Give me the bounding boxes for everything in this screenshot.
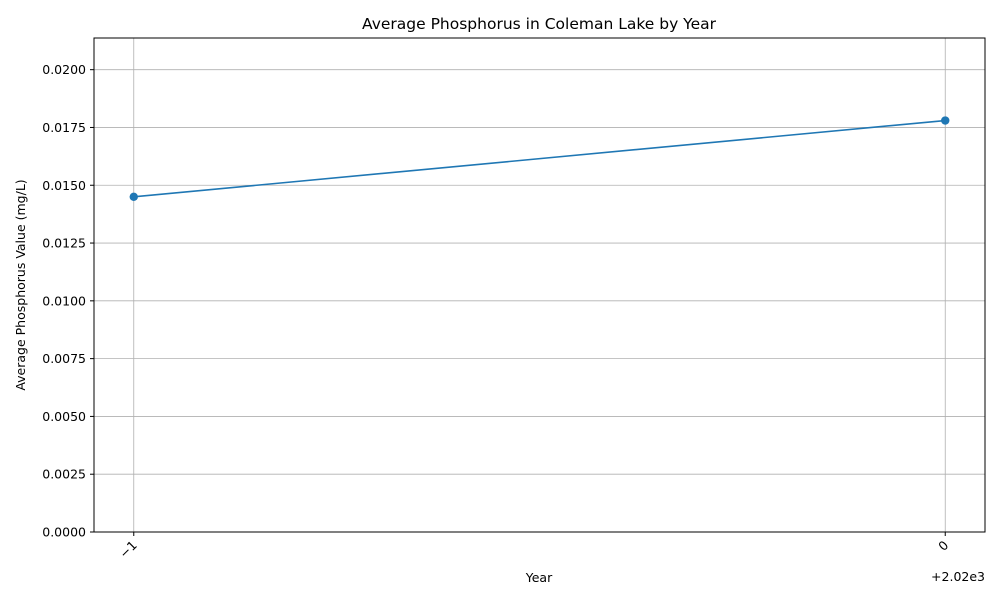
plot-area bbox=[129, 116, 950, 202]
x-axis-label: Year bbox=[525, 570, 553, 585]
y-tick-label: 0.0100 bbox=[42, 293, 86, 308]
series-line bbox=[133, 119, 946, 198]
y-tick-label: 0.0025 bbox=[42, 467, 86, 482]
y-tick-label: 0.0050 bbox=[42, 409, 86, 424]
y-axis: 0.0000 0.0025 0.0050 0.0075 0.0100 0.0125 0.01… bbox=[42, 62, 94, 540]
y-tick-label: 0.0200 bbox=[42, 62, 86, 77]
y-tick-label: 0.0175 bbox=[42, 120, 86, 135]
y-tick-label: 0.0125 bbox=[42, 236, 86, 251]
axes-frame bbox=[93, 37, 986, 533]
y-tick-label: 0.0000 bbox=[42, 525, 86, 540]
chart-title: Average Phosphorus in Coleman Lake by Ye… bbox=[362, 15, 717, 33]
x-axis: −1 0 bbox=[116, 532, 951, 561]
x-axis-offset-label: +2.02e3 bbox=[931, 569, 985, 584]
data-point bbox=[941, 116, 950, 125]
y-tick-label: 0.0150 bbox=[42, 178, 86, 193]
x-tick-label: −1 bbox=[116, 538, 140, 562]
x-tick-label: 0 bbox=[935, 537, 951, 553]
y-tick-label: 0.0075 bbox=[42, 351, 86, 366]
grid bbox=[94, 38, 985, 533]
data-point bbox=[129, 192, 138, 202]
y-axis-label: Average Phosphorus Value (mg/L) bbox=[13, 179, 28, 390]
